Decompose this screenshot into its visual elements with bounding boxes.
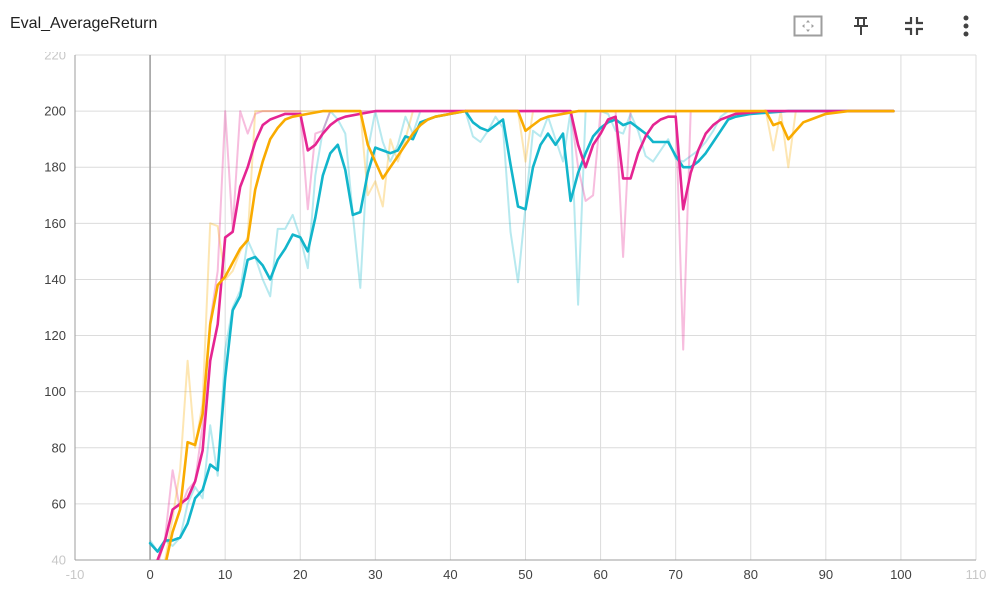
x-tick-label: 80 <box>744 567 758 582</box>
pin-icon <box>854 17 868 35</box>
x-tick-label: 50 <box>518 567 532 582</box>
series-raw-line-1 <box>158 110 894 560</box>
x-tick-label: 40 <box>443 567 457 582</box>
y-tick-label: 180 <box>44 160 66 175</box>
y-tick-label: 80 <box>52 440 66 455</box>
x-tick-label: 60 <box>593 567 607 582</box>
x-tick-label: 20 <box>293 567 307 582</box>
y-tick-label: 120 <box>44 328 66 343</box>
axes <box>74 55 976 561</box>
series-group <box>148 109 895 565</box>
chart-area[interactable]: -10 0 10 20 30 40 50 60 70 80 90 100 110 40 60 80 100 120… <box>0 52 994 596</box>
card-header: Eval_AverageReturn <box>0 0 994 52</box>
series-raw-line-0 <box>149 110 894 553</box>
y-tick-label: 60 <box>52 496 66 511</box>
x-tick-label: -10 <box>66 567 85 582</box>
x-tick-label: 90 <box>819 567 833 582</box>
y-tick-label: 160 <box>44 216 66 231</box>
x-tick-label: 30 <box>368 567 382 582</box>
y-tick-label: 200 <box>44 104 66 119</box>
tick-labels: -10 0 10 20 30 40 50 60 70 80 90 100 110 40 60 80 100 120… <box>44 52 986 582</box>
series-smoothed-line-2[interactable] <box>165 109 895 565</box>
chart-title: Eval_AverageReturn <box>10 15 158 32</box>
more-menu-button[interactable] <box>950 10 982 42</box>
y-tick-label: 40 <box>52 553 66 568</box>
y-tick-label: 140 <box>44 272 66 287</box>
collapse-icon <box>905 17 923 35</box>
fit-domain-button[interactable] <box>792 10 824 42</box>
y-tick-label: 100 <box>44 384 66 399</box>
pin-button[interactable] <box>845 10 877 42</box>
x-tick-label: 70 <box>668 567 682 582</box>
x-tick-label: 100 <box>890 567 912 582</box>
series-smoothed-line-1[interactable] <box>156 109 895 560</box>
x-tick-label: 10 <box>218 567 232 582</box>
more-vert-icon <box>963 15 969 37</box>
y-tick-label: 220 <box>44 52 66 63</box>
x-tick-label: 110 <box>966 567 987 582</box>
fit-domain-icon <box>793 15 823 37</box>
collapse-button[interactable] <box>898 10 930 42</box>
series-smoothed-line-0[interactable] <box>148 109 895 553</box>
x-tick-label: 0 <box>146 567 153 582</box>
